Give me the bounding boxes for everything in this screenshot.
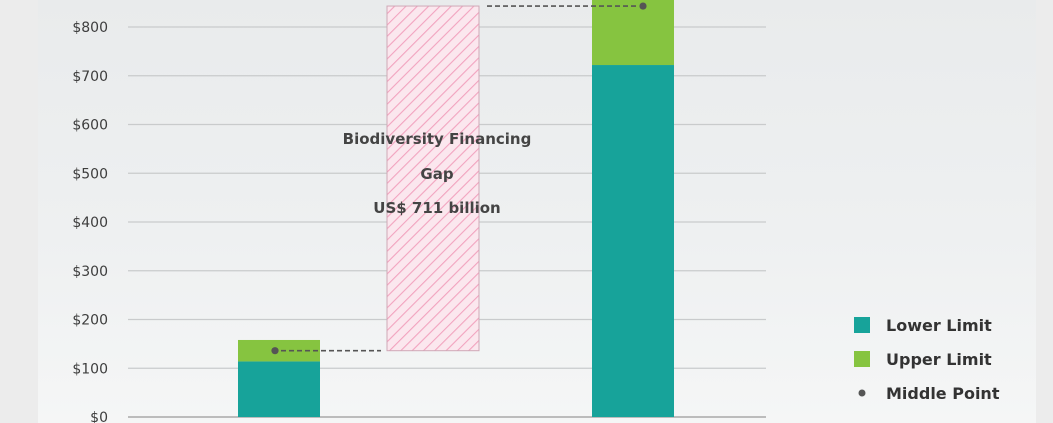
chart-panel: $0 $100 $200 $300 $400 $500 $600 $700 $800 Biodi… xyxy=(38,0,1036,423)
y-axis-tick-labels: $0 $100 $200 $300 $400 $500 $600 $700 $800 xyxy=(72,20,108,423)
bar-lower-limit xyxy=(592,65,674,418)
bar-upper-limit xyxy=(238,339,320,362)
gap-label-line: Biodiversity Financing xyxy=(343,130,532,148)
gap-box xyxy=(386,5,480,352)
financing-gap: Biodiversity Financing Gap US$ 711 billion xyxy=(343,5,532,352)
bar-lower-limit xyxy=(238,361,320,417)
legend-dot xyxy=(858,389,866,397)
y-tick-label: $800 xyxy=(72,20,108,36)
y-tick-label: $600 xyxy=(72,118,108,134)
bar-upper-limit xyxy=(592,0,674,66)
y-tick-label: $500 xyxy=(72,166,108,182)
y-tick-label: $300 xyxy=(72,264,108,280)
biodiversity-financing-chart: $0 $100 $200 $300 $400 $500 $600 $700 $800 Biodi… xyxy=(72,0,1000,423)
legend-swatch xyxy=(854,351,870,367)
y-tick-label: $200 xyxy=(72,313,108,329)
middle-point-marker xyxy=(639,2,647,10)
y-tick-label: $100 xyxy=(72,361,108,377)
y-tick-label: $400 xyxy=(72,215,108,231)
middle-point-marker xyxy=(271,347,279,355)
middle-point-markers xyxy=(271,2,647,355)
y-tick-label: $0 xyxy=(90,410,108,423)
legend: Lower Limit Upper Limit Middle Point xyxy=(854,316,1000,403)
bars xyxy=(238,0,674,418)
legend-swatch xyxy=(854,317,870,333)
gap-label-line: Gap xyxy=(420,165,453,183)
gap-label-line: US$ 711 billion xyxy=(373,199,500,217)
y-tick-label: $700 xyxy=(72,69,108,85)
legend-label: Middle Point xyxy=(886,384,1000,403)
legend-label: Lower Limit xyxy=(886,316,992,335)
legend-label: Upper Limit xyxy=(886,350,992,369)
